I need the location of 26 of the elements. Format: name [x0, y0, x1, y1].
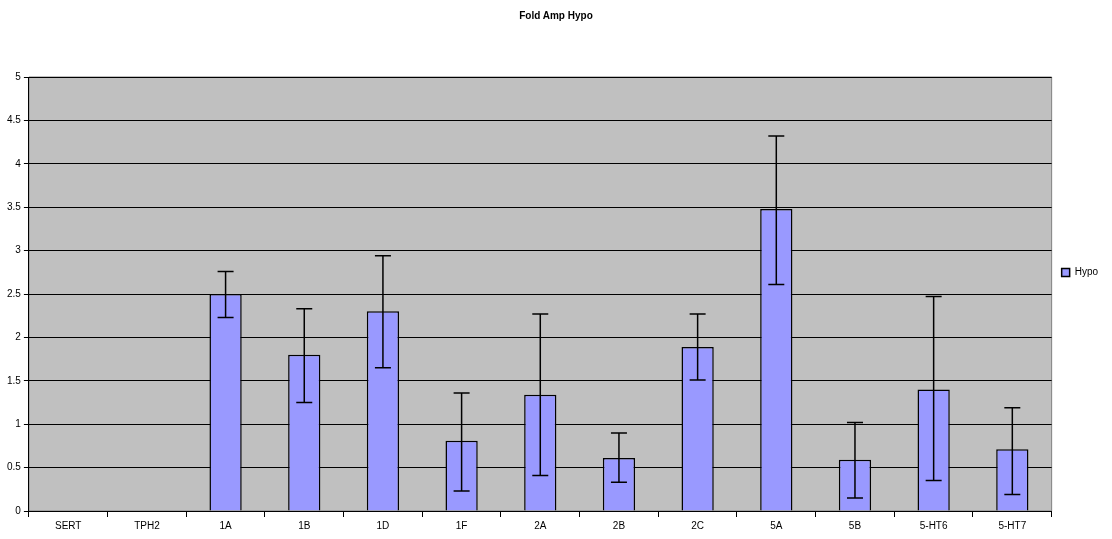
- x-tick-label: 1B: [298, 519, 311, 531]
- x-tick-label: 1F: [455, 519, 468, 531]
- y-tick-label: 4: [15, 157, 22, 169]
- y-tick-label: 0: [15, 504, 22, 516]
- legend-label: Hypo: [1074, 266, 1099, 278]
- x-tick-label: 2B: [612, 519, 626, 531]
- x-tick-label: 2A: [534, 519, 547, 531]
- y-tick-label: 5: [15, 70, 22, 82]
- y-tick-label: 4.5: [7, 114, 22, 126]
- x-tick-label: 1D: [376, 519, 390, 531]
- x-tick-label: 1A: [219, 519, 233, 531]
- y-tick-label: 3: [15, 244, 22, 256]
- y-tick-label: 2.5: [7, 287, 22, 299]
- y-tick-label: 1: [15, 417, 22, 429]
- chart-title: Fold Amp Hypo: [519, 9, 593, 21]
- x-tick-label: TPH2: [134, 519, 161, 531]
- y-tick-label: 2: [15, 331, 22, 343]
- y-tick-label: 1.5: [7, 374, 22, 386]
- x-tick-label: 2C: [691, 519, 705, 531]
- y-tick-label: 0.5: [7, 461, 22, 473]
- x-tick-label: 5-HT7: [998, 519, 1027, 531]
- y-tick-label: 3.5: [7, 200, 22, 212]
- x-tick-label: SERT: [54, 519, 82, 531]
- x-tick-label: 5A: [770, 519, 783, 531]
- x-tick-label: 5-HT6: [919, 519, 948, 531]
- x-tick-label: 5B: [848, 519, 862, 531]
